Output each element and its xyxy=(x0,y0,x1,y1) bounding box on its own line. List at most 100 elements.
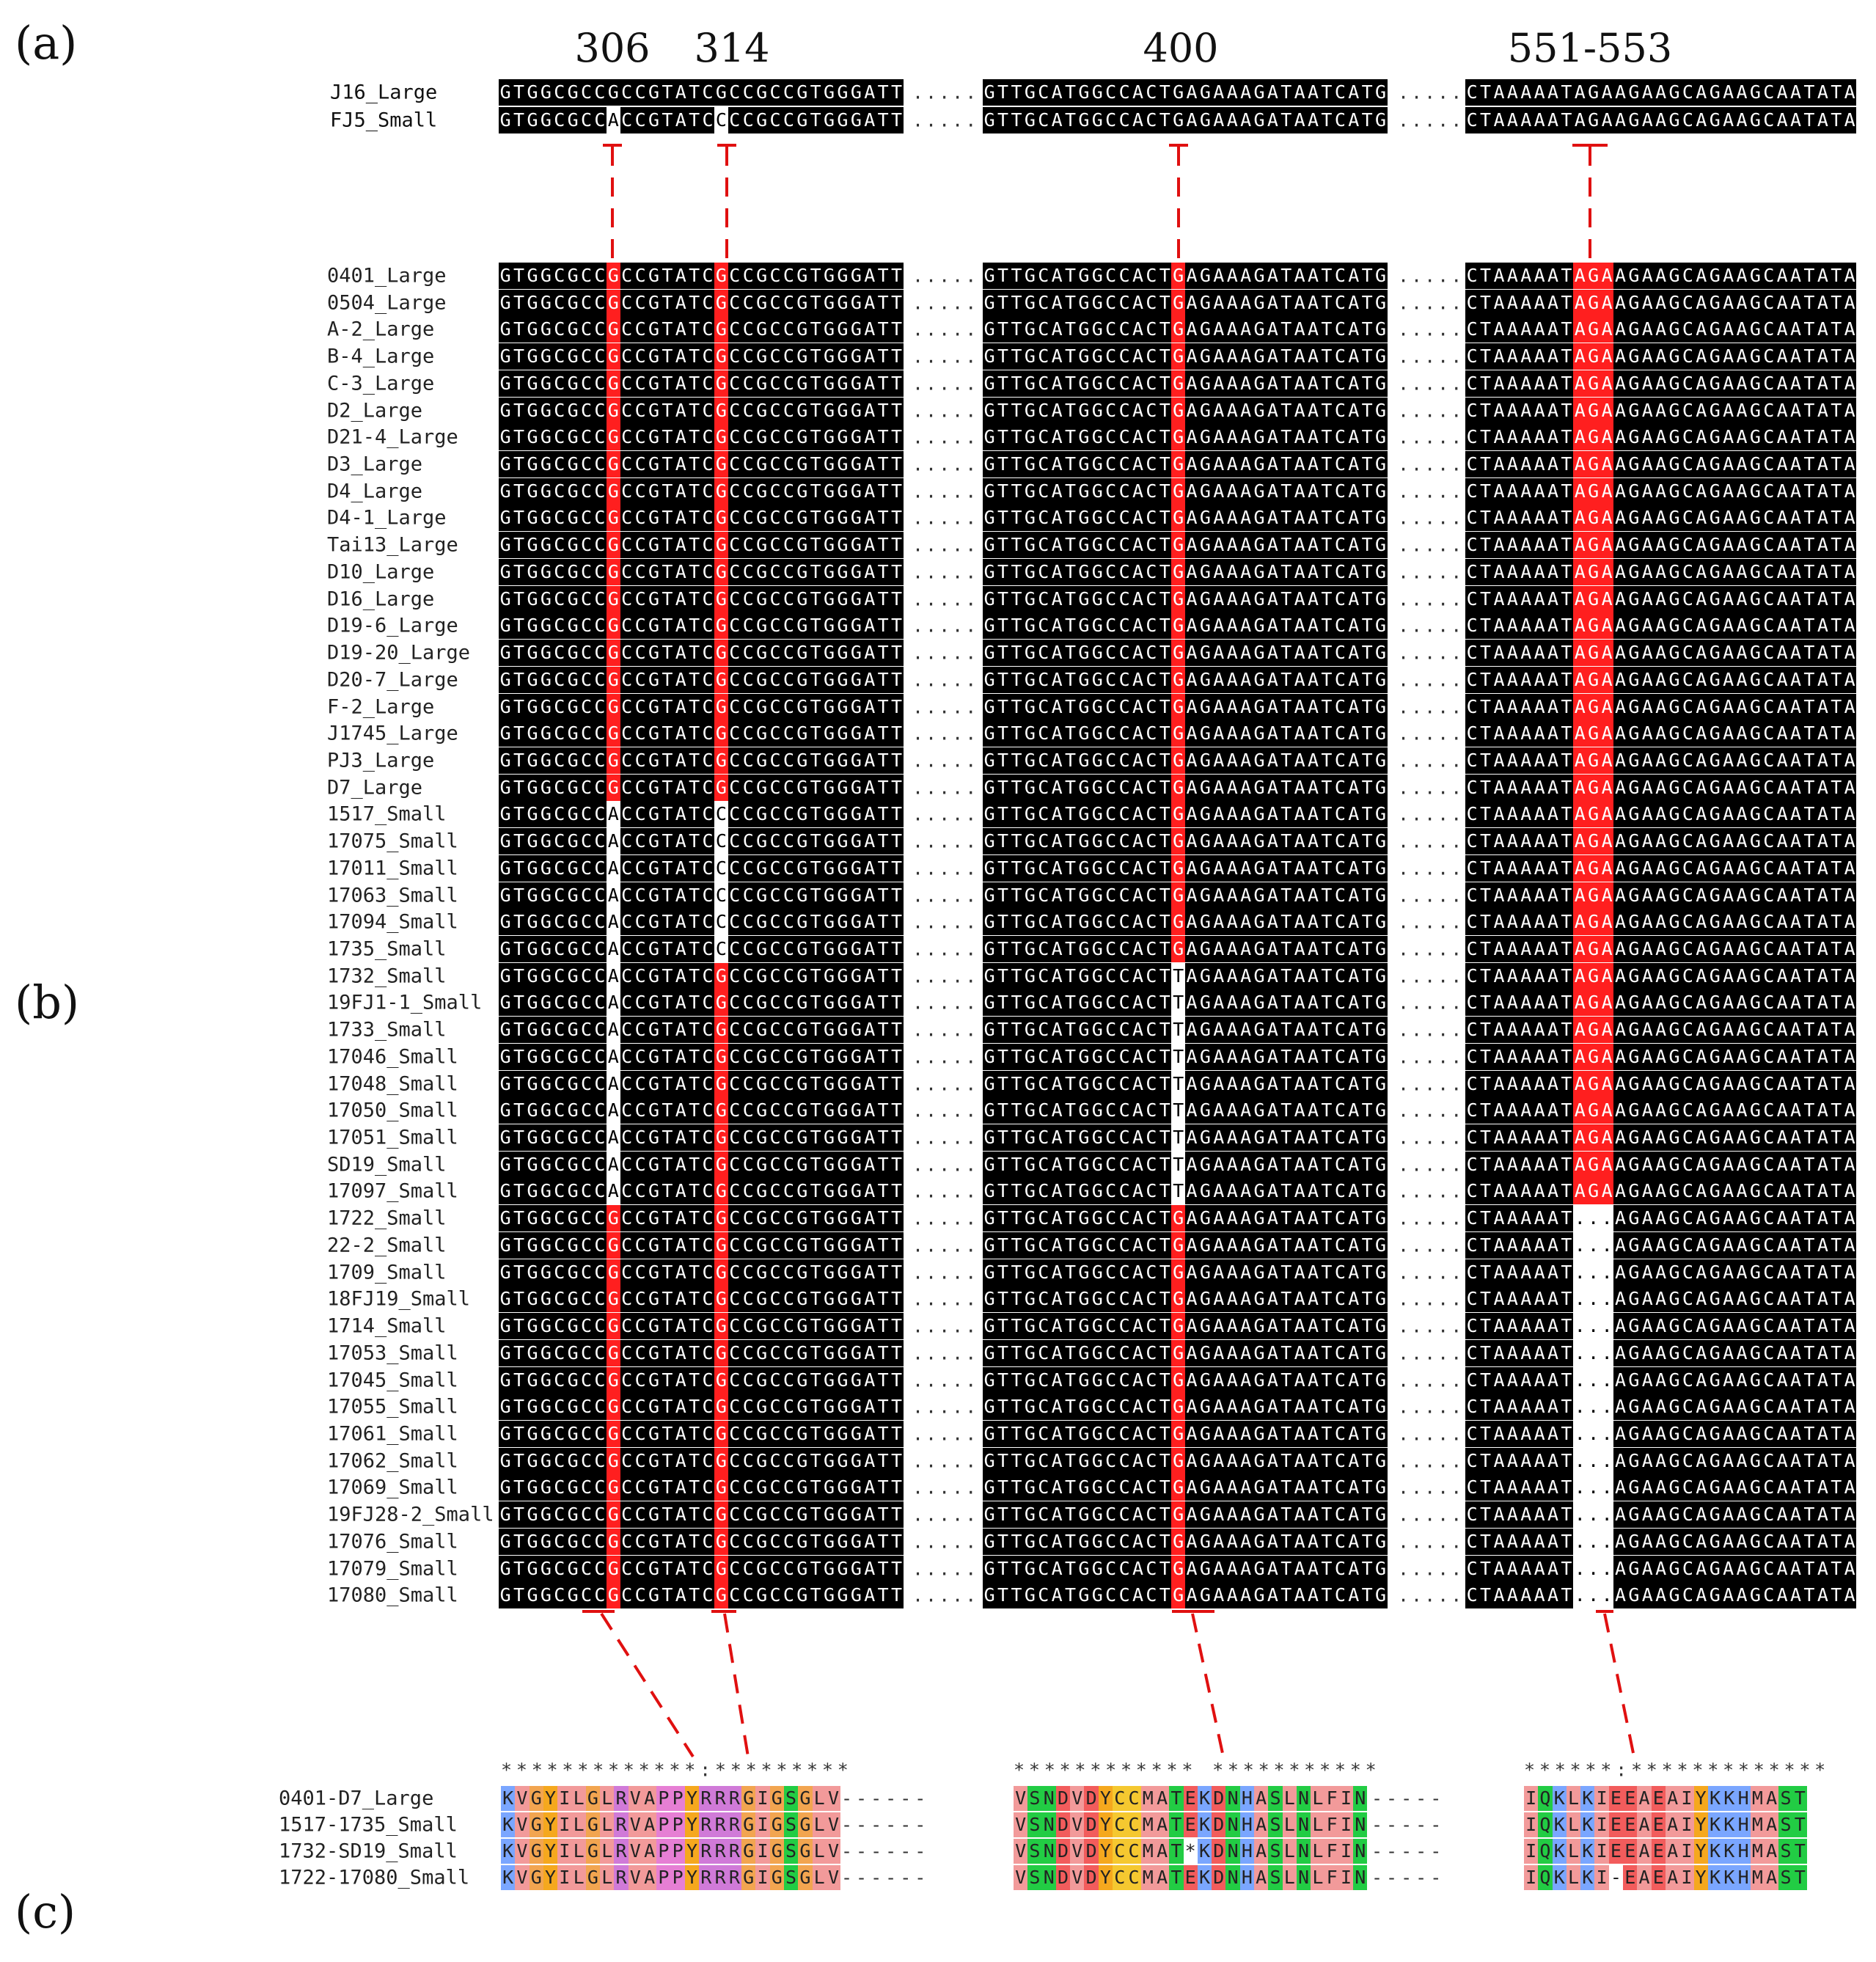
base: T xyxy=(1279,263,1293,289)
base: G xyxy=(539,79,553,106)
base: G xyxy=(1091,107,1104,133)
base: G xyxy=(1091,316,1104,343)
base: A xyxy=(1721,263,1735,289)
base: T xyxy=(1063,343,1077,370)
base: T xyxy=(1063,451,1077,478)
base: A xyxy=(1346,451,1360,478)
base: G xyxy=(499,370,513,397)
base: A xyxy=(1721,477,1735,505)
base: G xyxy=(1586,397,1600,424)
base: C xyxy=(1333,370,1347,397)
base: T xyxy=(1158,343,1172,370)
base: A xyxy=(674,316,688,343)
base: A xyxy=(1184,370,1199,397)
base: A xyxy=(1775,477,1789,505)
base: A xyxy=(1842,424,1857,451)
base: A xyxy=(1842,397,1857,424)
base: C xyxy=(1104,79,1118,106)
panel-label-b: (b) xyxy=(15,975,80,1029)
base: A xyxy=(1573,263,1587,289)
base: A xyxy=(1131,107,1145,133)
base: A xyxy=(1306,397,1320,424)
base: T xyxy=(1319,107,1334,133)
base: C xyxy=(1036,79,1050,106)
base: G xyxy=(1198,316,1212,343)
base: C xyxy=(728,451,742,478)
base: T xyxy=(890,289,904,316)
base: T xyxy=(1479,424,1492,451)
base: T xyxy=(1279,107,1293,133)
base: A xyxy=(1816,107,1830,133)
base: G xyxy=(525,343,540,370)
base: T xyxy=(808,477,823,505)
base: G xyxy=(1077,289,1091,316)
base: A xyxy=(1734,316,1749,343)
base: G xyxy=(1252,263,1267,289)
base: A xyxy=(1573,316,1587,343)
base: T xyxy=(512,424,526,451)
base: A xyxy=(1816,79,1830,106)
base: T xyxy=(996,424,1010,451)
base: A xyxy=(1694,424,1709,451)
base: C xyxy=(782,397,796,424)
base: C xyxy=(1681,451,1695,478)
base: G xyxy=(499,343,513,370)
base: C xyxy=(1762,370,1776,397)
base: T xyxy=(1319,343,1334,370)
base: A xyxy=(1546,316,1560,343)
base: G xyxy=(1627,316,1641,343)
base: G xyxy=(607,451,620,478)
base: A xyxy=(1225,263,1239,289)
base: A xyxy=(1789,263,1803,289)
base: C xyxy=(1465,79,1479,106)
base: T xyxy=(996,343,1010,370)
base: A xyxy=(1694,79,1709,106)
base: T xyxy=(1279,289,1293,316)
base: G xyxy=(849,451,863,478)
base: T xyxy=(1063,316,1077,343)
base: G xyxy=(525,370,540,397)
base: A xyxy=(1346,263,1360,289)
base: G xyxy=(607,343,620,370)
base: C xyxy=(633,397,648,424)
base: G xyxy=(1198,370,1212,397)
base: C xyxy=(552,289,566,316)
base: T xyxy=(1279,370,1293,397)
base: T xyxy=(660,451,675,478)
base: G xyxy=(795,79,809,106)
base: C xyxy=(1104,316,1118,343)
base: T xyxy=(1158,316,1172,343)
base: G xyxy=(1252,316,1267,343)
base: A xyxy=(1654,477,1668,505)
base: T xyxy=(1009,370,1024,397)
base: G xyxy=(795,451,809,478)
base: A xyxy=(1049,424,1064,451)
base: A xyxy=(1775,451,1789,478)
base: A xyxy=(674,370,688,397)
base: A xyxy=(1641,397,1655,424)
base: T xyxy=(876,505,890,532)
base: T xyxy=(660,289,675,316)
base: A xyxy=(1131,505,1145,532)
base: A xyxy=(1600,107,1614,133)
base: A xyxy=(1212,424,1226,451)
base: C xyxy=(768,263,783,289)
base: G xyxy=(1748,477,1762,505)
base: C xyxy=(1681,370,1695,397)
base: T xyxy=(660,397,675,424)
base: C xyxy=(633,505,648,532)
base: T xyxy=(512,79,526,106)
base: A xyxy=(1734,263,1749,289)
base: G xyxy=(1198,424,1212,451)
base: A xyxy=(1573,107,1587,133)
base: T xyxy=(808,505,823,532)
base: T xyxy=(876,289,890,316)
base: G xyxy=(1708,477,1722,505)
base: G xyxy=(539,451,553,478)
base: A xyxy=(1266,79,1280,106)
base: T xyxy=(876,477,890,505)
base: G xyxy=(525,505,540,532)
